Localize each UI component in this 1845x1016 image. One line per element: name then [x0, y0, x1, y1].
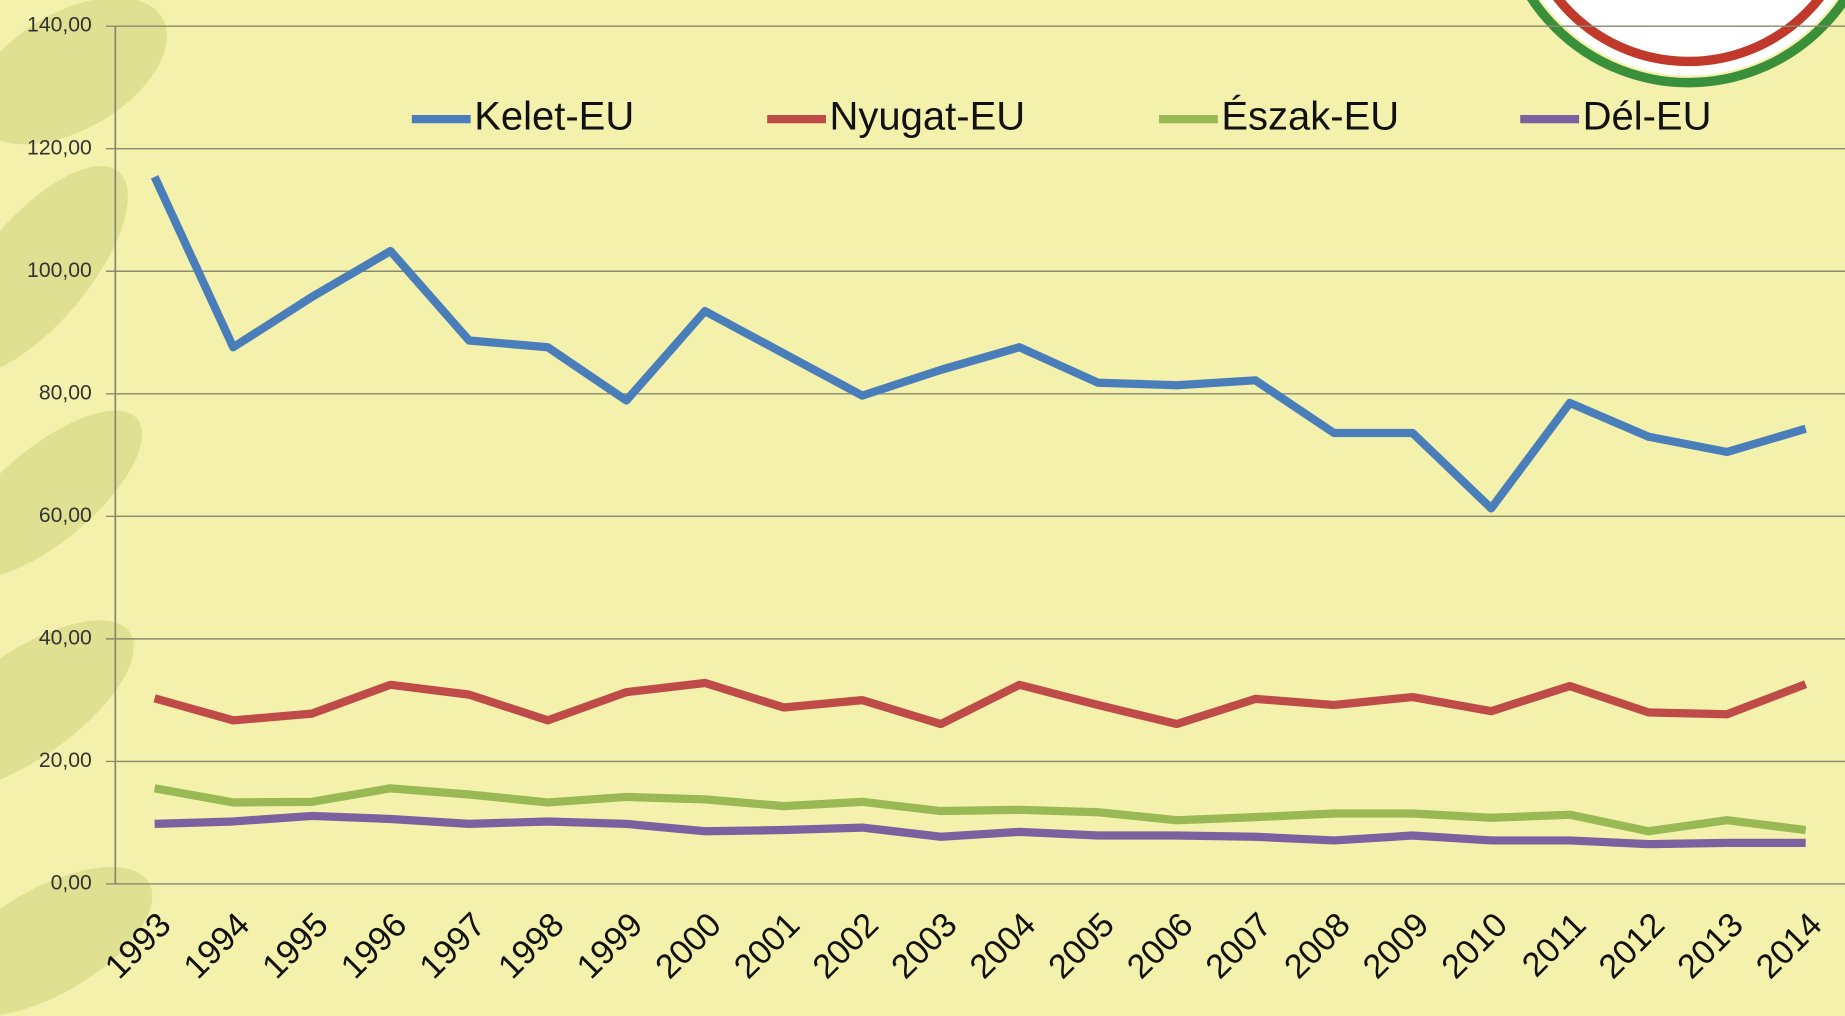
y-tick-label: 100,00 [27, 259, 92, 282]
page: 0,00 20,00 40,00 60,00 80,00 100,00 120,00 140,… [0, 0, 1845, 1016]
y-tick-label: 20,00 [39, 749, 92, 772]
y-tick-label: 60,00 [39, 504, 92, 527]
legend-label: Észak-EU [1221, 94, 1399, 139]
legend-label: Dél-EU [1583, 95, 1712, 139]
y-tick-label: 120,00 [27, 136, 92, 159]
legend-label: Nyugat-EU [830, 95, 1026, 139]
y-tick-label: 140,00 [27, 14, 92, 37]
background [0, 0, 1845, 1015]
chart: 0,00 20,00 40,00 60,00 80,00 100,00 120,00 140,… [0, 0, 1845, 1016]
y-tick-label: 40,00 [39, 626, 92, 649]
legend-label: Kelet-EU [474, 95, 634, 139]
y-tick-label: 80,00 [39, 381, 92, 404]
y-tick-label: 0,00 [51, 872, 92, 895]
